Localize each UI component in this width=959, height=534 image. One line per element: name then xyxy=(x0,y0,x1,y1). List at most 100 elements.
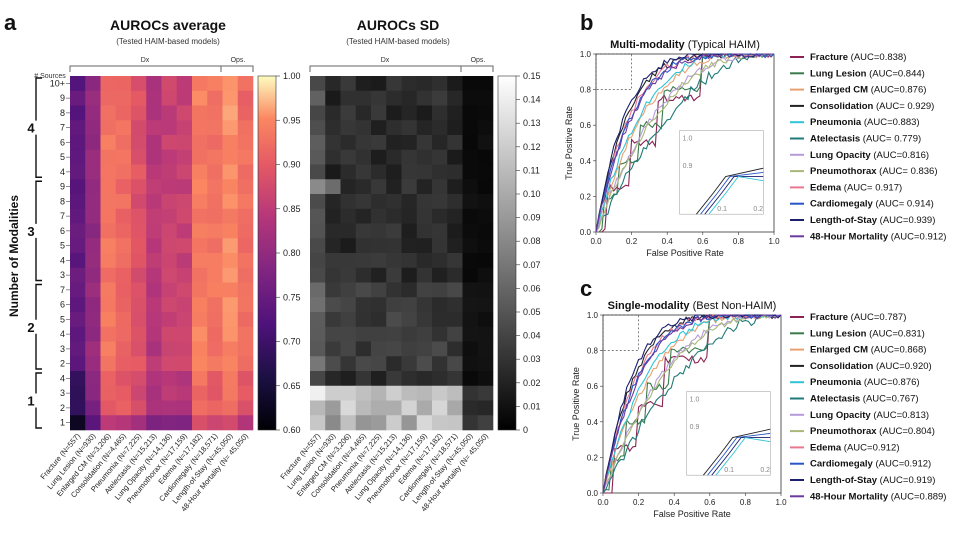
roc-title: Single-modality (Best Non-HAIM) xyxy=(608,300,777,312)
colorbar-sd-tick-label: 0.13 xyxy=(523,118,541,128)
heatmap-sd-cell xyxy=(340,223,357,239)
heatmap-avg-cell xyxy=(146,253,162,269)
heatmap-avg-cell xyxy=(85,341,101,357)
heatmap-sd-cell xyxy=(401,326,418,342)
colorbar-avg-ticks: 1.00 0.95 0.90 0.85 0.80 0.75 0.70 0.65 0.60 xyxy=(276,71,301,435)
heatmap-avg-cell xyxy=(222,105,239,121)
heatmap-sd-cell xyxy=(477,179,494,195)
heatmap-avg-cell xyxy=(85,105,101,121)
heatmap-avg-cell xyxy=(176,385,193,401)
heatmap-sd-cell xyxy=(477,297,494,313)
heatmap-avg-cell xyxy=(207,282,223,298)
heatmap-sd-cell xyxy=(462,194,479,210)
roc-y-tick-label: 0.2 xyxy=(587,453,599,462)
heatmap-sd-cell xyxy=(401,297,418,313)
heatmap-avg-cell xyxy=(100,76,117,92)
heatmap-avg-cell xyxy=(131,282,147,298)
roc-curve xyxy=(595,53,775,233)
heatmap-avg-cell xyxy=(237,356,254,372)
row-tick-label: 9 xyxy=(60,93,65,103)
heatmap-avg-cell xyxy=(192,90,208,106)
heatmap-sd-cell xyxy=(401,312,418,328)
heatmap-avg-cell xyxy=(237,312,254,328)
heatmap-avg-cell xyxy=(131,76,147,92)
heatmap-avg-cell xyxy=(100,341,117,357)
roc-curve xyxy=(595,53,774,233)
heatmap-sd-cell xyxy=(401,164,418,180)
heatmap-avg-cell xyxy=(146,164,162,180)
heatmap-avg-cell xyxy=(115,149,132,165)
heatmap-sd-cell xyxy=(447,341,463,357)
heatmap-avg-cell xyxy=(100,267,117,283)
heatmap-sd-cell xyxy=(371,149,387,165)
heatmap-avg-cell xyxy=(161,385,178,401)
heatmap-sd-cell xyxy=(355,400,372,416)
heatmap-avg-cell xyxy=(70,326,86,342)
heatmap-avg-cell xyxy=(237,371,254,387)
heatmap-sd-cell xyxy=(432,326,448,342)
heatmap-sd-cell xyxy=(386,149,402,165)
roc-x-tick-label: 0.8 xyxy=(740,498,752,507)
heatmap-sd-cell xyxy=(416,415,433,431)
heatmap-sd-cell xyxy=(416,282,433,298)
heatmap-sd-cell xyxy=(386,326,402,342)
heatmap-avg-cell xyxy=(131,223,147,239)
heatmap-sd-cell xyxy=(371,415,387,431)
colorbar-sd-tick-label: 0 xyxy=(523,425,528,435)
heatmap-sd-cell xyxy=(325,385,341,401)
heatmap-avg-cell xyxy=(192,400,208,416)
heatmap-sd-cell xyxy=(447,371,463,387)
heatmap-avg-cell xyxy=(100,282,117,298)
heatmap-avg-cell xyxy=(161,356,178,372)
roc-x-tick-label: 1.0 xyxy=(775,498,787,507)
heatmap-sd-cell xyxy=(386,90,402,106)
heatmap-avg-cell xyxy=(176,326,193,342)
heatmap-sd-cell xyxy=(477,164,494,180)
heatmap-avg-cell xyxy=(85,194,101,210)
heatmap-sd-cell xyxy=(355,282,372,298)
heatmap-avg-cell xyxy=(115,238,132,254)
heatmap-avg-cell xyxy=(207,90,223,106)
colorbar-sd-tick-label: 0.05 xyxy=(523,307,541,317)
heatmap-avg-cell xyxy=(85,223,101,239)
roc-y-tick-label: 0.0 xyxy=(587,489,599,498)
heatmap-avg-cell xyxy=(222,267,239,283)
heatmap-avg-cell xyxy=(70,120,86,136)
heatmap-avg-cell xyxy=(100,120,117,136)
heatmap-sd-cell xyxy=(416,223,433,239)
roc-curve xyxy=(602,314,782,494)
heatmap-avg-cell xyxy=(176,312,193,328)
heatmap-avg-cell xyxy=(115,135,132,151)
heatmap-avg-cell xyxy=(115,194,132,210)
roc-inset-curve xyxy=(703,428,771,476)
heatmap-avg-cell xyxy=(192,385,208,401)
heatmap-sd-cell xyxy=(340,90,357,106)
roc-inset xyxy=(679,130,764,215)
roc-inset-curve xyxy=(711,437,771,476)
heatmap-sd-cell xyxy=(447,267,463,283)
heatmap-sd-cell xyxy=(432,208,448,224)
heatmap-avg-cell xyxy=(161,267,178,283)
heatmap-avg-cell xyxy=(237,282,254,298)
heatmap-sd-cell xyxy=(432,223,448,239)
heatmap-sd-cell xyxy=(462,400,479,416)
heatmap-sd-cell xyxy=(416,149,433,165)
heatmap-avg-cell xyxy=(237,385,254,401)
heatmap-sd-cell xyxy=(432,253,448,269)
heatmap-sd-cell xyxy=(401,223,418,239)
heatmap-avg-cell xyxy=(222,326,239,342)
heatmap-avg-cell xyxy=(100,415,117,431)
heatmap-sd-cell xyxy=(386,267,402,283)
heatmap-avg-cell xyxy=(222,76,239,92)
roc-y-tick-label: 0.6 xyxy=(587,382,599,391)
heatmap-avg-cell xyxy=(131,90,147,106)
heatmap-sd-cell xyxy=(447,149,463,165)
roc-inset-tick: 0.2 xyxy=(753,206,763,213)
heatmap-sd-cell xyxy=(477,105,494,121)
colorbar-sd-tick-label: 0.11 xyxy=(523,165,540,175)
heatmap-sd-cell xyxy=(340,164,357,180)
heatmap-avg-cell xyxy=(115,223,132,239)
heatmap-sd-subtitle: (Tested HAIM-based models) xyxy=(346,37,450,46)
heatmap-sd-cell xyxy=(462,297,479,313)
heatmap-sd-cell xyxy=(325,312,341,328)
